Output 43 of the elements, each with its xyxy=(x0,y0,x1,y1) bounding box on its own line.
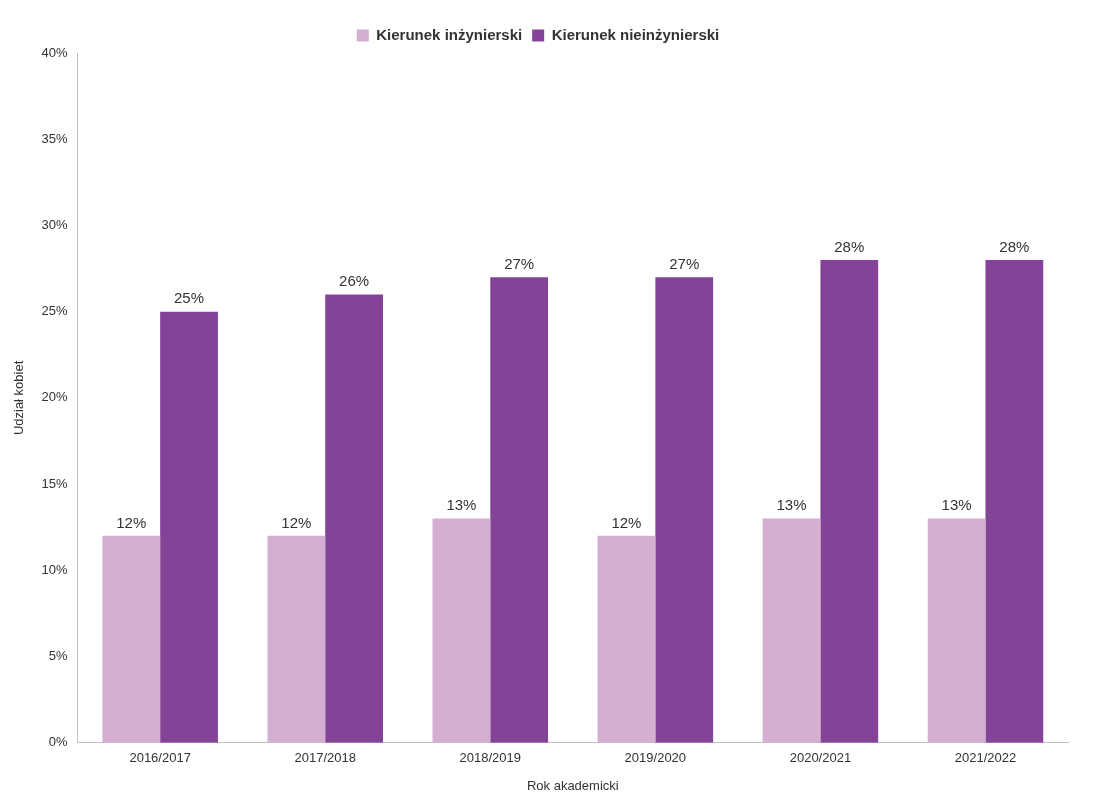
bar xyxy=(927,518,986,743)
y-tick-label: 25% xyxy=(41,303,69,319)
y-tick-label: 5% xyxy=(48,648,69,664)
bar xyxy=(490,277,549,743)
y-tick-label: 35% xyxy=(41,130,69,146)
data-label: 26% xyxy=(339,272,370,290)
x-tick-label: 2018/2019 xyxy=(459,750,521,766)
y-tick-label: 10% xyxy=(41,561,69,577)
bar xyxy=(762,518,821,743)
y-tick-label: 30% xyxy=(41,217,69,233)
data-label: 27% xyxy=(669,254,700,272)
bar xyxy=(985,259,1044,743)
y-tick-label: 0% xyxy=(48,734,69,750)
x-tick-label: 2016/2017 xyxy=(129,750,191,766)
data-label: 28% xyxy=(999,237,1030,255)
data-label: 12% xyxy=(281,513,312,531)
x-axis-title: Rok akademicki xyxy=(526,777,619,793)
data-label: 12% xyxy=(116,513,147,531)
legend-label: Kierunek inżynierski xyxy=(376,25,523,43)
y-axis-title: Udział kobiet xyxy=(11,360,27,436)
bar xyxy=(325,294,383,743)
data-label: 28% xyxy=(834,237,865,255)
x-tick-label: 2019/2020 xyxy=(624,750,687,766)
bar xyxy=(655,277,714,743)
data-label: 13% xyxy=(941,496,972,514)
legend-label: Kierunek nieinżynierski xyxy=(551,25,720,43)
y-tick-label: 40% xyxy=(41,44,69,60)
x-tick-label: 2017/2018 xyxy=(294,750,356,766)
bar xyxy=(820,259,879,743)
data-label: 13% xyxy=(446,496,477,514)
bar xyxy=(267,535,326,743)
bar xyxy=(102,535,161,743)
y-tick-label: 15% xyxy=(41,475,69,491)
data-label: 25% xyxy=(174,289,205,307)
x-tick-label: 2021/2022 xyxy=(954,750,1017,766)
bar xyxy=(160,311,218,743)
y-tick-label: 20% xyxy=(41,389,69,405)
x-tick-label: 2020/2021 xyxy=(789,750,852,766)
bar xyxy=(597,535,656,743)
data-label: 12% xyxy=(611,513,642,531)
data-label: 27% xyxy=(504,254,535,272)
bar xyxy=(432,518,491,743)
data-label: 13% xyxy=(776,496,807,514)
